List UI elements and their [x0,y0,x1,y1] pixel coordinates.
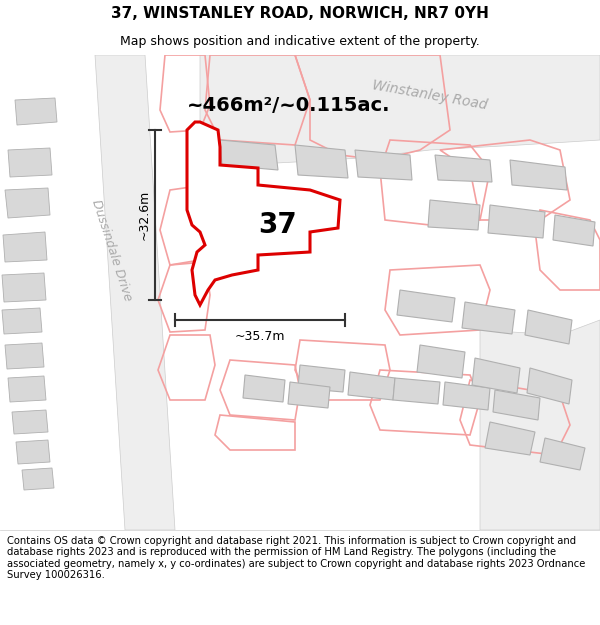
Polygon shape [355,150,412,180]
Polygon shape [540,438,585,470]
Polygon shape [480,320,600,530]
Polygon shape [288,382,330,408]
Polygon shape [417,345,465,378]
Polygon shape [95,55,175,530]
Polygon shape [207,240,238,268]
Polygon shape [348,372,395,400]
Polygon shape [493,390,540,420]
Polygon shape [22,468,54,490]
Polygon shape [397,290,455,322]
Polygon shape [295,145,348,178]
Polygon shape [428,200,480,230]
Polygon shape [298,365,345,392]
Text: 37: 37 [259,211,298,239]
Polygon shape [553,215,595,246]
Text: Map shows position and indicative extent of the property.: Map shows position and indicative extent… [120,35,480,48]
Polygon shape [472,358,520,393]
Polygon shape [12,410,48,434]
Polygon shape [187,122,340,305]
Polygon shape [16,440,50,464]
Text: Winstanley Road: Winstanley Road [371,78,489,112]
Polygon shape [462,302,515,334]
Polygon shape [3,232,47,262]
Polygon shape [393,378,440,404]
Polygon shape [527,368,572,404]
Polygon shape [220,140,278,170]
Polygon shape [15,98,57,125]
Polygon shape [8,376,46,402]
Polygon shape [5,188,50,218]
Polygon shape [8,148,52,177]
Polygon shape [525,310,572,344]
Text: Contains OS data © Crown copyright and database right 2021. This information is : Contains OS data © Crown copyright and d… [7,536,586,581]
Polygon shape [443,382,490,410]
Polygon shape [243,375,285,402]
Text: Dussindale Drive: Dussindale Drive [89,198,134,302]
Polygon shape [2,308,42,334]
Polygon shape [5,343,44,369]
Text: ~35.7m: ~35.7m [235,330,285,343]
Polygon shape [510,160,567,190]
Polygon shape [488,205,545,238]
Polygon shape [200,55,600,168]
Polygon shape [435,155,492,182]
Text: ~466m²/~0.115ac.: ~466m²/~0.115ac. [187,96,391,115]
Polygon shape [2,273,46,302]
Text: 37, WINSTANLEY ROAD, NORWICH, NR7 0YH: 37, WINSTANLEY ROAD, NORWICH, NR7 0YH [111,6,489,21]
Text: ~32.6m: ~32.6m [138,190,151,240]
Polygon shape [485,422,535,455]
